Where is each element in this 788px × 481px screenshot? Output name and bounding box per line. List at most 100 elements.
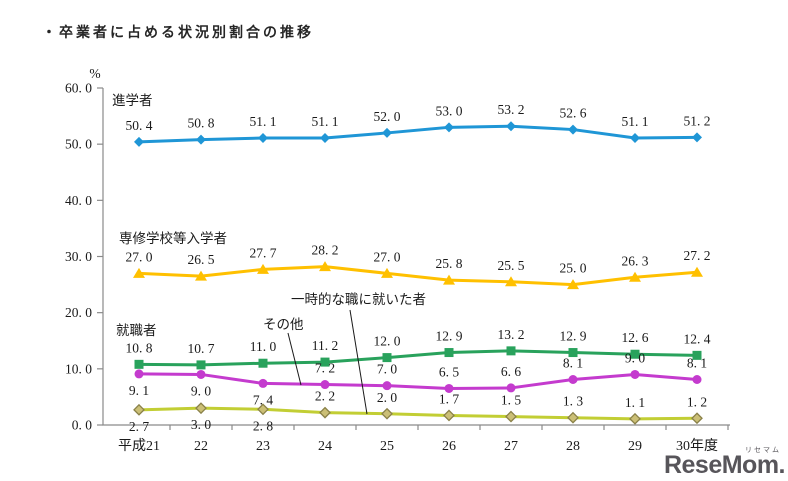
data-label-sonota: 8. 1 xyxy=(687,356,707,371)
data-point-marker xyxy=(320,357,330,367)
logo-text: ReseMom. xyxy=(663,451,786,479)
data-label-shingakusha: 53. 0 xyxy=(436,103,463,118)
data-label-senshu-gakko-nyugakusha: 25. 8 xyxy=(436,256,463,271)
data-label-senshu-gakko-nyugakusha: 25. 5 xyxy=(498,258,525,273)
data-point-marker xyxy=(319,406,331,419)
data-label-sonota: 7. 0 xyxy=(377,362,398,377)
data-label-sonota: 7. 4 xyxy=(253,392,274,407)
x-axis-label: 23 xyxy=(256,439,270,454)
series-annotation-shushokusha: 就職者 xyxy=(116,323,157,338)
series-ichijiteki-shoku: 2. 7 3. 0 2. 8 2. 2 2. 0 1. 7 1. 5 1. 3 1. 1 1. 2 xyxy=(129,389,707,434)
data-point-marker xyxy=(692,375,702,385)
data-point-marker xyxy=(691,412,703,425)
series-line-shushokusha xyxy=(137,349,699,367)
axes: % 0. 0 10. 0 20. 0 30. 0 40. 0 50. 0 60. 0 平成21 2… xyxy=(65,66,730,454)
data-point-marker xyxy=(258,358,268,368)
data-point-marker xyxy=(195,402,207,415)
data-label-sonota: 8. 1 xyxy=(563,356,583,371)
data-label-shushokusha: 10. 8 xyxy=(126,340,153,355)
series-senshu-gakko-nyugakusha: 27. 0 26. 5 27. 7 28. 2 27. 0 25. 8 25. 5 25. 0… xyxy=(126,243,711,290)
x-axis-label: 29 xyxy=(628,439,642,454)
data-label-sonota: 9. 0 xyxy=(625,350,646,365)
y-axis-tick-label: 50. 0 xyxy=(65,137,92,152)
data-label-shingakusha: 50. 4 xyxy=(126,118,153,133)
data-point-marker xyxy=(691,266,703,277)
data-point-marker xyxy=(506,121,516,132)
data-label-ichijiteki-shoku: 2. 7 xyxy=(129,419,150,434)
series-shushokusha: 10. 8 10. 7 11. 0 11. 2 12. 0 12. 9 13. 2 12. 9… xyxy=(126,327,711,370)
data-point-marker xyxy=(134,136,144,147)
series-line-sonota xyxy=(137,372,699,390)
data-label-ichijiteki-shoku: 1. 7 xyxy=(439,391,460,406)
data-point-marker xyxy=(692,132,702,143)
data-point-marker xyxy=(692,350,702,360)
data-point-marker xyxy=(382,127,392,138)
data-point-marker xyxy=(196,360,206,370)
data-point-marker xyxy=(444,383,454,393)
data-label-sonota: 6. 6 xyxy=(501,364,522,379)
series-line-senshu-gakko-nyugakusha xyxy=(137,265,699,287)
x-axis-label: 24 xyxy=(318,439,332,454)
data-point-marker xyxy=(443,274,455,285)
data-label-shushokusha: 10. 7 xyxy=(188,341,215,356)
logo-ruby-text: リセマム xyxy=(745,447,781,454)
series-annotation-senshu-gakko-nyugakusha: 専修学校等入学者 xyxy=(119,230,227,246)
data-label-shushokusha: 13. 2 xyxy=(498,327,525,342)
data-label-shingakusha: 50. 8 xyxy=(188,116,215,131)
data-point-marker xyxy=(196,134,206,145)
data-label-senshu-gakko-nyugakusha: 28. 2 xyxy=(312,243,339,258)
data-point-marker xyxy=(568,348,578,358)
series-annotation-shingakusha: 進学者 xyxy=(112,93,153,108)
chart-title: ・卒業者に占める状況別割合の推移 xyxy=(42,24,314,40)
data-point-marker xyxy=(629,271,641,282)
resemom-logo: リセマム ReseMom. xyxy=(663,447,786,479)
data-point-marker xyxy=(567,411,579,424)
series-annotation-sonota: その他 xyxy=(263,317,304,332)
data-point-marker xyxy=(444,122,454,133)
data-label-senshu-gakko-nyugakusha: 25. 0 xyxy=(560,261,587,276)
data-label-shushokusha: 11. 2 xyxy=(312,338,339,353)
data-label-shingakusha: 52. 0 xyxy=(374,109,401,124)
series-shingakusha: 50. 4 50. 8 51. 1 51. 1 52. 0 53. 0 53. 2 52. 6… xyxy=(126,102,711,147)
data-point-marker xyxy=(630,369,640,379)
data-label-senshu-gakko-nyugakusha: 27. 7 xyxy=(250,245,277,260)
data-point-marker xyxy=(257,263,269,274)
data-point-marker xyxy=(381,267,393,278)
data-label-ichijiteki-shoku: 3. 0 xyxy=(191,417,212,432)
data-point-marker xyxy=(506,346,516,356)
data-label-senshu-gakko-nyugakusha: 26. 3 xyxy=(622,253,649,268)
series-annotation-ichijiteki-shoku: 一時的な職に就いた者 xyxy=(291,292,426,307)
x-axis-label: 26 xyxy=(442,439,456,454)
data-point-marker xyxy=(196,369,206,379)
data-point-marker xyxy=(133,267,145,278)
data-point-marker xyxy=(320,132,330,143)
data-point-marker xyxy=(443,409,455,422)
y-axis-tick-label: 60. 0 xyxy=(65,81,92,96)
series-sonota: 9. 1 9. 0 7. 4 7. 2 7. 0 6. 5 6. 6 8. 1 9. 0 8. 1 xyxy=(129,350,707,407)
data-point-marker xyxy=(319,261,331,272)
data-label-shushokusha: 12. 9 xyxy=(436,329,463,344)
data-label-sonota: 9. 0 xyxy=(191,383,212,398)
data-point-marker xyxy=(381,407,393,420)
y-axis-tick-label: 0. 0 xyxy=(72,418,93,433)
y-axis-tick-label: 20. 0 xyxy=(65,305,92,320)
data-point-marker xyxy=(134,359,144,369)
data-point-marker xyxy=(258,132,268,143)
series-line-ichijiteki-shoku xyxy=(137,406,699,421)
data-point-marker xyxy=(505,276,517,287)
x-axis-label: 25 xyxy=(380,439,394,454)
leader-line-sonota xyxy=(287,332,302,386)
data-label-ichijiteki-shoku: 2. 0 xyxy=(377,390,398,405)
data-label-shingakusha: 52. 6 xyxy=(560,106,587,121)
x-axis-label: 22 xyxy=(194,439,208,454)
data-point-marker xyxy=(505,410,517,423)
data-label-ichijiteki-shoku: 1. 2 xyxy=(687,394,707,409)
data-label-shushokusha: 12. 0 xyxy=(374,334,401,349)
data-label-senshu-gakko-nyugakusha: 26. 5 xyxy=(188,252,215,267)
data-label-senshu-gakko-nyugakusha: 27. 2 xyxy=(684,248,711,263)
data-point-marker xyxy=(134,369,144,379)
data-label-ichijiteki-shoku: 1. 3 xyxy=(563,394,584,409)
data-point-marker xyxy=(506,383,516,393)
